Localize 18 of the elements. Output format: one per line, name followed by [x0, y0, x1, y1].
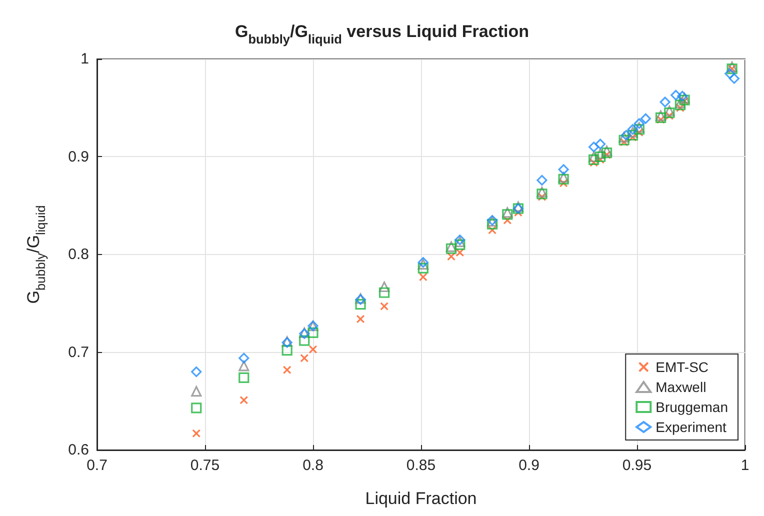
- y-tick-label: 0.6: [68, 442, 89, 458]
- x-tick-label: 0.95: [622, 457, 652, 474]
- legend-label: EMT-SC: [656, 359, 709, 375]
- x-axis-title: Liquid Fraction: [365, 489, 477, 508]
- y-axis-title: Gbubbly/Gliquid: [24, 205, 48, 304]
- x-tick-label: 0.7: [86, 457, 108, 474]
- legend-label: Bruggeman: [656, 399, 728, 415]
- x-tick-label: 0.8: [302, 457, 324, 474]
- x-tick-label: 0.75: [190, 457, 220, 474]
- x-tick-label: 1: [740, 457, 750, 474]
- x-tick-label: 0.9: [518, 457, 540, 474]
- y-tick-label: 0.9: [68, 148, 89, 166]
- legend-label: Experiment: [656, 419, 727, 435]
- y-tick-label: 0.8: [68, 246, 89, 263]
- legend-label: Maxwell: [656, 379, 706, 395]
- y-tick-label: 0.7: [68, 344, 89, 361]
- x-tick-label: 0.85: [406, 457, 436, 474]
- y-tick-label: 1: [80, 50, 89, 68]
